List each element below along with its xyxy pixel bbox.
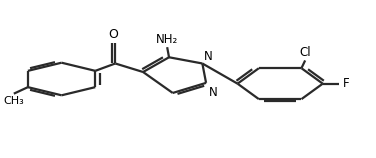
Text: Cl: Cl [299, 46, 311, 59]
Text: CH₃: CH₃ [3, 96, 24, 106]
Text: N: N [209, 86, 218, 99]
Text: N: N [204, 50, 213, 63]
Text: O: O [109, 27, 118, 40]
Text: NH₂: NH₂ [156, 33, 178, 46]
Text: F: F [343, 77, 349, 90]
